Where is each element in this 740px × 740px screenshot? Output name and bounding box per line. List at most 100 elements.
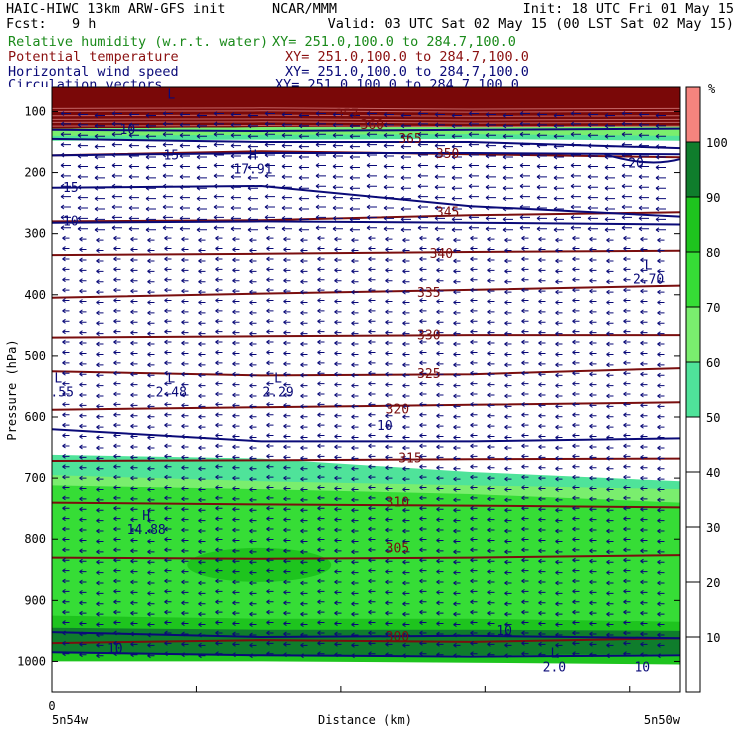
circulation-vector [94, 144, 105, 150]
circulation-vector [62, 266, 70, 272]
circulation-vector [417, 152, 428, 158]
circulation-vector [383, 112, 394, 117]
circulation-vector [164, 547, 172, 553]
circulation-vector [198, 497, 206, 503]
circulation-vector [300, 300, 308, 305]
circulation-vector [298, 154, 309, 160]
circulation-vector [62, 609, 70, 615]
circulation-vector [555, 632, 563, 638]
circulation-vector [215, 588, 223, 594]
circulation-vector [504, 289, 512, 295]
circulation-vector [96, 632, 104, 638]
circulation-vector [470, 464, 478, 470]
circulation-vector [334, 247, 342, 252]
circulation-vector [640, 454, 648, 460]
circulation-vector [283, 330, 291, 336]
circulation-vector [555, 497, 563, 503]
circulation-vector [181, 434, 189, 439]
circulation-vector [504, 341, 512, 347]
circulation-vector [368, 630, 376, 636]
theta-label-357: 357 [335, 108, 358, 123]
circulation-vector [589, 558, 597, 564]
circulation-vector [470, 370, 478, 376]
circulation-vector [181, 454, 189, 460]
circulation-vector [606, 590, 614, 596]
circulation-vector [283, 351, 291, 356]
circulation-vector [402, 289, 410, 295]
circulation-vector [96, 653, 104, 659]
circulation-vector [130, 548, 138, 554]
circulation-vector [249, 435, 257, 440]
circulation-vector [213, 152, 224, 158]
circulation-vector [215, 599, 223, 605]
circulation-vector [657, 320, 665, 326]
circulation-vector [470, 350, 478, 355]
circulation-vector [198, 331, 206, 337]
circulation-vector [504, 570, 512, 576]
circulation-vector [111, 204, 122, 210]
circulation-vector [249, 279, 257, 285]
circulation-vector [283, 641, 291, 647]
circulation-vector [317, 360, 325, 366]
circulation-vector [113, 464, 121, 470]
circulation-vector [385, 319, 393, 325]
circulation-vector [640, 486, 648, 491]
circulation-vector [79, 340, 87, 346]
circulation-vector [96, 642, 104, 648]
circulation-vector [402, 590, 410, 596]
circulation-vector [623, 495, 631, 501]
circulation-vector [555, 539, 563, 544]
circulation-vector [249, 476, 257, 482]
circulation-vector [419, 246, 427, 251]
circulation-vector [487, 351, 495, 356]
circulation-vector [351, 518, 359, 524]
circulation-vector [60, 121, 71, 127]
circulation-vector [470, 318, 478, 324]
circulation-vector [453, 497, 461, 503]
circulation-vector [162, 183, 173, 189]
circulation-vector [79, 444, 87, 450]
circulation-vector [385, 278, 393, 284]
circulation-vector [623, 526, 631, 532]
circulation-vector [164, 557, 172, 563]
rh-below-ground [52, 661, 680, 692]
circulation-vector [77, 215, 88, 221]
circulation-vector [419, 235, 427, 241]
circulation-vector [232, 506, 240, 512]
circulation-vector [555, 289, 563, 295]
circulation-vector [147, 424, 155, 430]
circulation-vector [266, 453, 274, 459]
circulation-vector [60, 152, 71, 158]
circulation-vector [536, 132, 547, 138]
circulation-vector [385, 351, 393, 356]
circulation-vector [130, 340, 138, 346]
circulation-vector [572, 516, 580, 522]
circulation-vector [300, 518, 308, 524]
colorbar-label-30: 30 [706, 521, 720, 535]
wind-contour-2 [52, 152, 680, 157]
circulation-vector [419, 381, 427, 387]
circulation-vector [657, 642, 665, 648]
circulation-vector [451, 175, 462, 181]
circulation-vector [147, 570, 155, 576]
circulation-vector [487, 299, 495, 304]
circulation-vector [334, 288, 342, 294]
circulation-vector [181, 641, 189, 647]
circulation-vector [62, 360, 70, 366]
circulation-vector [128, 153, 139, 159]
circulation-vector [453, 476, 461, 482]
circulation-vector [62, 464, 70, 470]
circulation-vector [300, 622, 308, 627]
circulation-vector [249, 653, 257, 659]
circulation-vector [247, 113, 258, 118]
circulation-vector [521, 235, 529, 241]
circulation-vector [351, 268, 359, 274]
circulation-vector [77, 122, 88, 128]
circulation-vector [521, 370, 529, 376]
circulation-vector [402, 549, 410, 555]
circulation-vector [266, 599, 274, 605]
circulation-vector [77, 143, 88, 149]
circulation-vector [147, 466, 155, 472]
circulation-vector [383, 122, 394, 128]
circulation-vector [436, 278, 444, 284]
